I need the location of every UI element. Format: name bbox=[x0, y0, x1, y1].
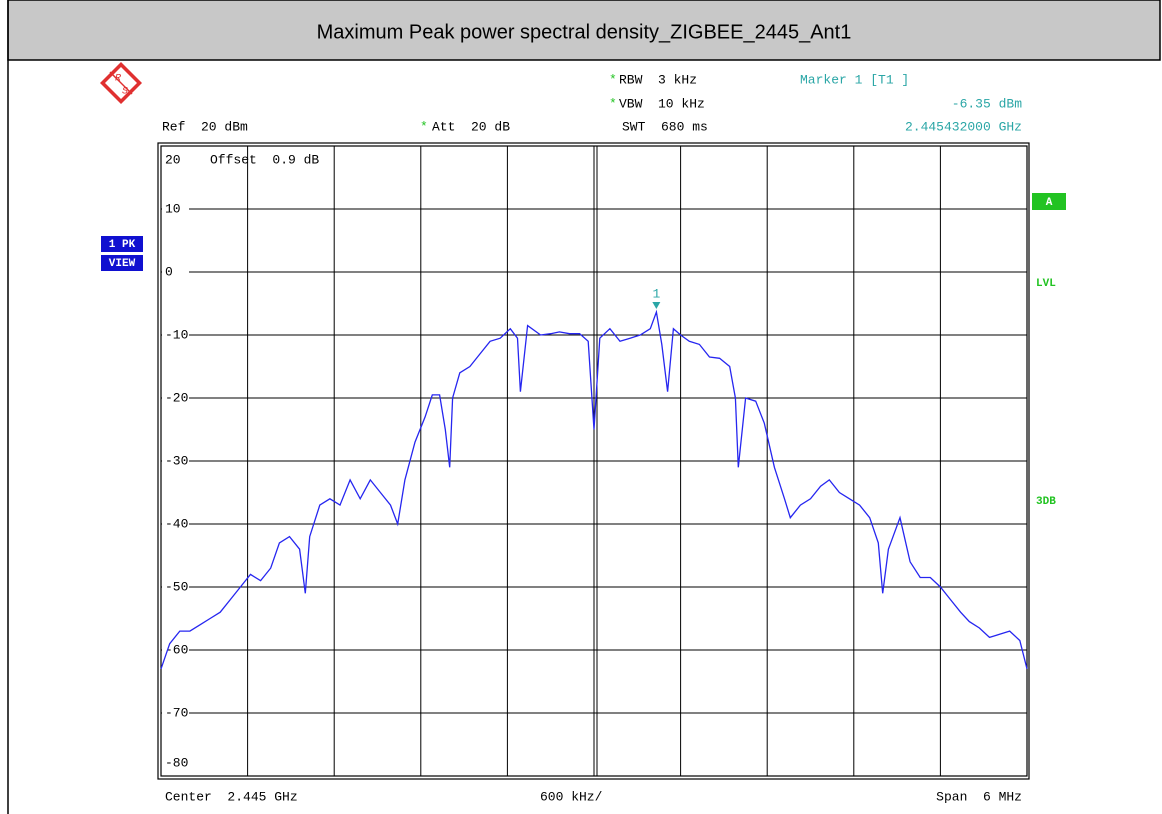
tick-label-bg bbox=[162, 517, 200, 531]
tick-label-bg bbox=[162, 454, 200, 468]
y-tick-label: -40 bbox=[165, 516, 188, 531]
tick-label-bg bbox=[162, 391, 200, 405]
marker-freq: 2.445432000 GHz bbox=[905, 119, 1022, 134]
per-div-label: 600 kHz/ bbox=[540, 789, 603, 804]
view-label: VIEW bbox=[109, 258, 136, 270]
chart-title: Maximum Peak power spectral density_ZIGB… bbox=[317, 21, 852, 43]
a-badge bbox=[1032, 193, 1066, 210]
setting: VBW 10 kHz bbox=[619, 96, 705, 111]
tick-label-bg bbox=[162, 202, 200, 216]
tick-label-bg bbox=[162, 580, 200, 594]
trace-badge bbox=[101, 236, 143, 252]
y-tick-label: -30 bbox=[165, 453, 188, 468]
y-tick-label: -10 bbox=[165, 327, 188, 342]
logo-letter: R bbox=[115, 74, 121, 85]
marker-title: Marker 1 [T1 ] bbox=[800, 72, 909, 87]
trace-label: 1 PK bbox=[109, 239, 136, 251]
flag: * bbox=[609, 96, 617, 111]
setting: RBW 3 kHz bbox=[619, 72, 697, 87]
y-tick-label: 10 bbox=[165, 201, 181, 216]
tick-label-bg bbox=[162, 328, 200, 342]
logo-letter: S bbox=[122, 87, 128, 98]
plot: 20 10 0 -10 -20 -30 -40 -50 -60 -70 -80 1 bbox=[160, 146, 1028, 776]
marker-level: -6.35 dBm bbox=[952, 96, 1022, 111]
flag: * bbox=[609, 72, 617, 87]
a-label: A bbox=[1046, 197, 1053, 209]
y-tick-label: 20 bbox=[165, 152, 181, 167]
logo: R S bbox=[100, 62, 142, 104]
lvl-label: LVL bbox=[1036, 278, 1056, 290]
title-bar bbox=[7, 0, 1161, 61]
setting: Att 20 dB bbox=[432, 119, 510, 134]
y-tick-label: -20 bbox=[165, 390, 188, 405]
tick-label-bg bbox=[162, 265, 200, 279]
span-label: Span 6 MHz bbox=[936, 789, 1022, 804]
setting: Ref 20 dBm bbox=[162, 119, 248, 134]
y-tick-label: -80 bbox=[165, 755, 188, 770]
flag: * bbox=[420, 119, 428, 134]
marker bbox=[652, 302, 661, 310]
marker-label: 1 bbox=[652, 286, 660, 301]
y-tick-label: -50 bbox=[165, 579, 188, 594]
trace bbox=[160, 309, 1028, 670]
y-tick-label: 0 bbox=[165, 264, 173, 279]
3db-label: 3DB bbox=[1036, 496, 1056, 508]
y-tick-label: -60 bbox=[165, 642, 188, 657]
center-label: Center 2.445 GHz bbox=[165, 789, 298, 804]
logo-slash bbox=[109, 71, 133, 95]
offset-label: Offset 0.9 dB bbox=[210, 152, 319, 167]
setting: SWT 680 ms bbox=[622, 119, 708, 134]
y-tick-label: -70 bbox=[165, 705, 188, 720]
tick-label-bg bbox=[162, 643, 200, 657]
view-badge bbox=[101, 255, 143, 271]
plot-outer-frame bbox=[157, 142, 1030, 780]
tick-label-bg bbox=[162, 706, 200, 720]
